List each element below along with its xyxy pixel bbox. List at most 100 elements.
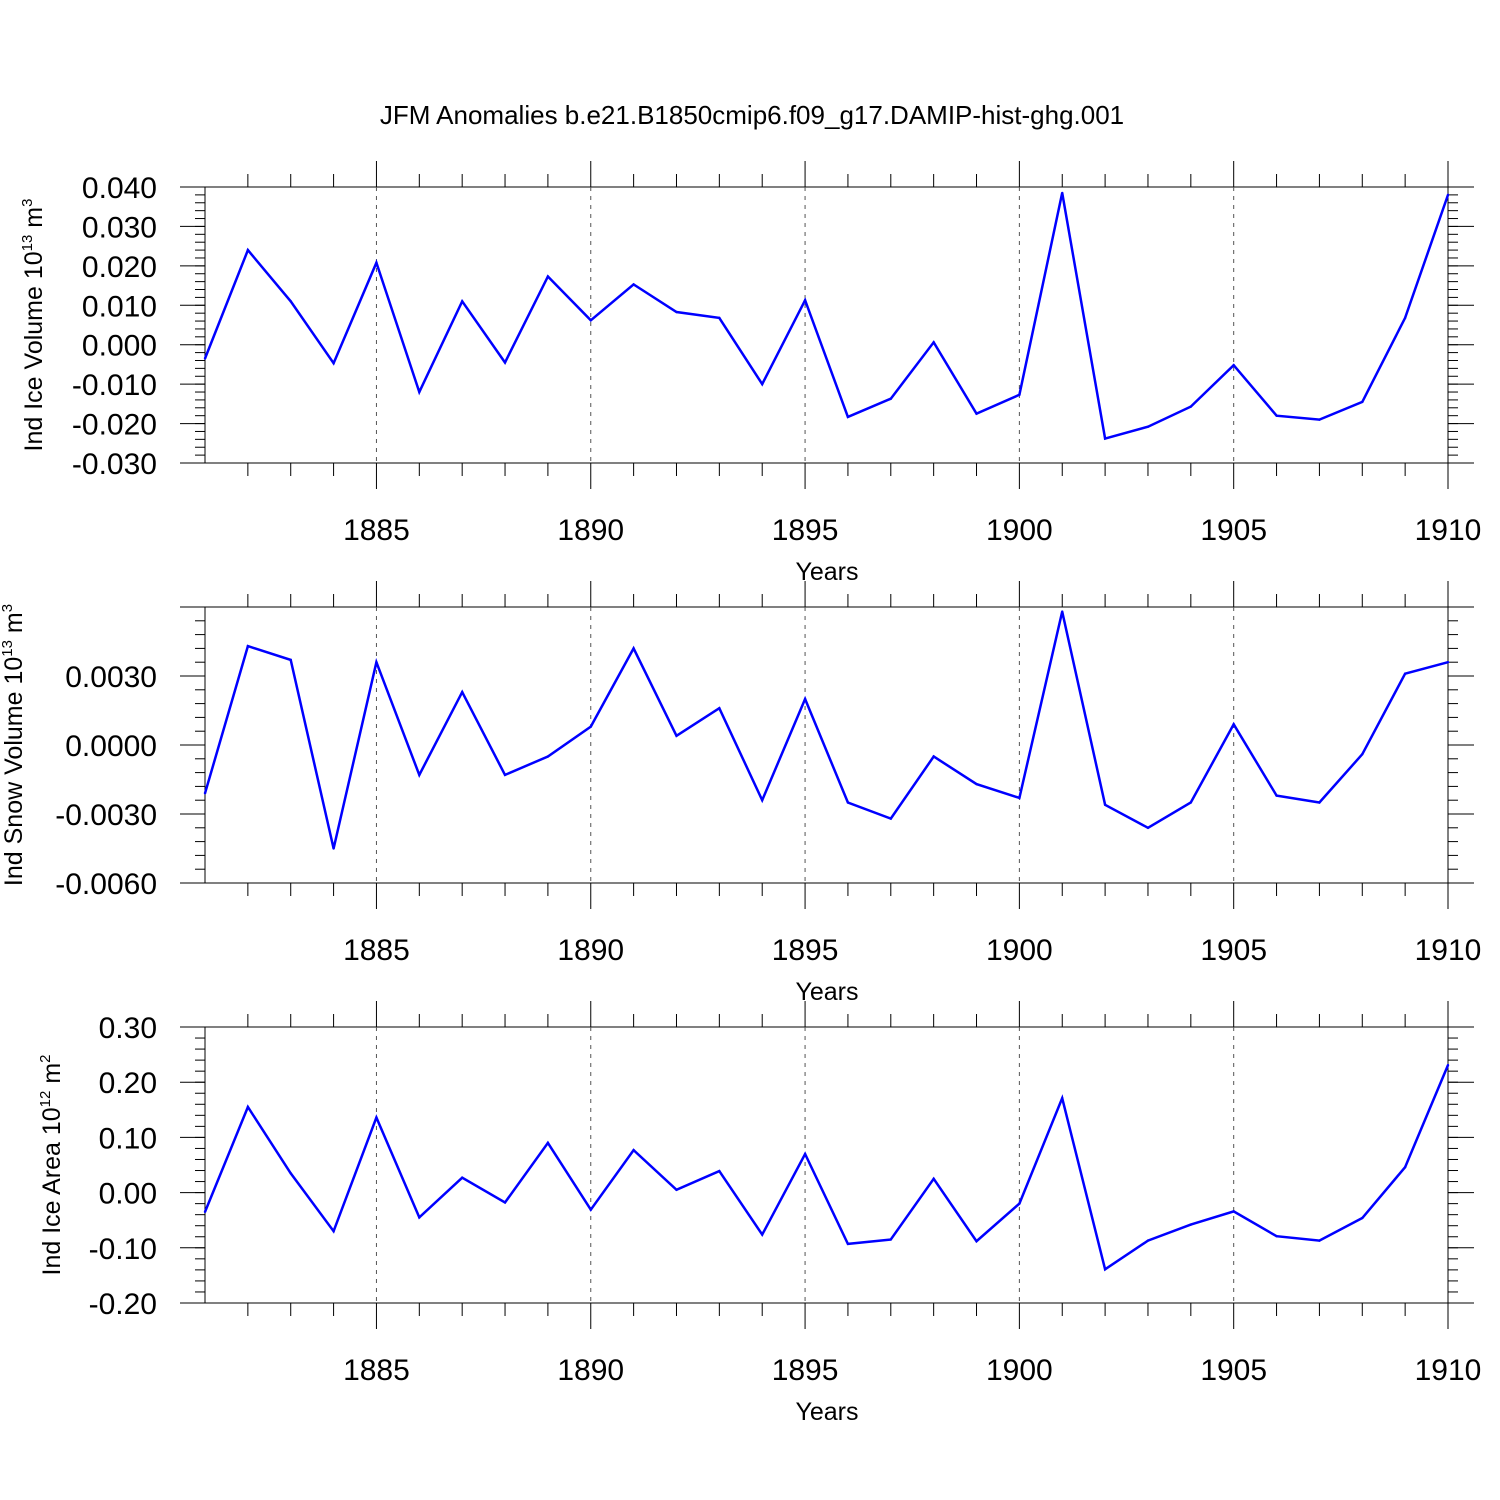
- data-point: [1061, 610, 1064, 613]
- y-axis-label-unit-exp: 2: [37, 1055, 54, 1063]
- x-tick-label: 1895: [772, 1354, 839, 1387]
- y-tick-label: -0.10: [89, 1233, 157, 1266]
- data-point: [1061, 191, 1064, 195]
- data-point: [1403, 672, 1407, 675]
- data-point: [1018, 796, 1021, 800]
- x-tick-label: 1905: [1200, 934, 1267, 967]
- data-point: [375, 661, 378, 664]
- data-point: [1403, 1166, 1407, 1169]
- data-point: [460, 300, 464, 303]
- data-point: [375, 261, 378, 264]
- y-tick-label: 0.040: [82, 172, 157, 205]
- y-axis-label: Ind Ice Volume 1013 m3: [19, 199, 48, 452]
- data-point: [503, 1201, 507, 1204]
- y-tick-label: 0.30: [99, 1012, 157, 1045]
- series-line: [203, 1064, 1450, 1272]
- data-point: [418, 390, 421, 394]
- data-point: [246, 644, 250, 648]
- data-point: [246, 248, 250, 252]
- y-axis-label: Ind Ice Area 1012 m2: [37, 1055, 66, 1276]
- data-point: [503, 361, 507, 364]
- data-point: [289, 658, 292, 662]
- y-tick-label: 0.000: [82, 330, 157, 363]
- data-point: [1146, 826, 1150, 829]
- x-tick-label: 1905: [1200, 514, 1267, 547]
- data-point: [332, 362, 335, 365]
- y-axis-label-exp: 13: [0, 640, 16, 657]
- data-point: [1318, 801, 1321, 804]
- y-tick-label: -0.020: [72, 409, 157, 442]
- x-tick-label: 1910: [1415, 514, 1482, 547]
- x-tick-label: 1900: [986, 934, 1053, 967]
- data-point: [803, 697, 807, 701]
- data-point: [889, 397, 892, 400]
- panel-ice-volume: 1885 1890 1895 1900 1905 1910 -0.030 -0.020 -0.0…: [19, 161, 1481, 586]
- x-tick-label: 1885: [343, 514, 410, 547]
- data-point: [460, 690, 464, 694]
- y-tick-label: -0.0060: [55, 868, 157, 901]
- data-point: [1103, 803, 1107, 806]
- data-point: [632, 283, 635, 286]
- data-point: [332, 1230, 335, 1233]
- data-point: [718, 707, 721, 710]
- data-point: [975, 412, 978, 415]
- x-tick-label: 1890: [557, 1354, 624, 1387]
- data-point: [589, 725, 592, 728]
- x-axis-label: Years: [795, 978, 858, 1006]
- data-point: [1275, 1235, 1278, 1238]
- x-tick-label: 1885: [343, 934, 410, 967]
- data-point: [1061, 1097, 1064, 1100]
- data-point: [1103, 1268, 1107, 1271]
- data-point: [503, 773, 507, 777]
- y-axis-label-unit: m: [38, 1063, 66, 1091]
- data-point: [1018, 393, 1021, 396]
- data-point: [1446, 661, 1450, 664]
- y-tick-label: 0.010: [82, 290, 157, 323]
- data-point: [761, 799, 764, 802]
- data-point: [1361, 753, 1364, 756]
- data-point: [975, 782, 978, 786]
- data-point: [846, 415, 850, 419]
- data-point: [846, 801, 850, 804]
- data-point: [460, 1176, 464, 1179]
- data-point: [1189, 405, 1193, 408]
- data-point: [203, 1210, 207, 1214]
- y-tick-label: 0.020: [82, 251, 157, 284]
- x-tick-label: 1885: [343, 1354, 410, 1387]
- series-line: [203, 611, 1449, 849]
- x-tick-label: 1895: [772, 934, 839, 967]
- data-point: [1446, 193, 1450, 197]
- y-tick-label: 0.10: [99, 1122, 157, 1155]
- data-point: [289, 300, 292, 303]
- y-axis-label-main: Ind Ice Volume 10: [20, 251, 48, 451]
- y-tick-label: 0.20: [99, 1067, 157, 1100]
- y-axis-label: Ind Snow Volume 1013 m3: [0, 604, 28, 886]
- y-axis-label-unit-exp: 3: [19, 199, 36, 207]
- data-point: [589, 319, 592, 322]
- data-point: [1232, 1210, 1235, 1213]
- data-point: [1103, 437, 1107, 440]
- data-point: [1361, 1216, 1364, 1220]
- data-point: [846, 1242, 850, 1246]
- y-tick-label: -0.0030: [55, 799, 157, 832]
- x-tick-label: 1910: [1415, 934, 1482, 967]
- data-point: [932, 1177, 935, 1181]
- data-point: [975, 1239, 978, 1243]
- y-axis-label-unit: m: [0, 612, 28, 640]
- data-point: [246, 1105, 250, 1109]
- data-point: [546, 275, 550, 278]
- data-point: [203, 357, 207, 360]
- x-tick-label: 1905: [1200, 1354, 1267, 1387]
- x-tick-label: 1895: [772, 514, 839, 547]
- data-point: [1446, 1063, 1450, 1067]
- data-point: [1232, 723, 1235, 726]
- data-point: [418, 773, 421, 777]
- data-point: [1018, 1202, 1021, 1205]
- data-point: [761, 1233, 764, 1236]
- y-tick-label: 0.00: [99, 1178, 157, 1211]
- data-point: [932, 755, 935, 758]
- y-tick-label: -0.030: [72, 448, 157, 481]
- data-point: [932, 341, 935, 344]
- data-point: [1275, 794, 1278, 797]
- data-point: [1403, 316, 1407, 320]
